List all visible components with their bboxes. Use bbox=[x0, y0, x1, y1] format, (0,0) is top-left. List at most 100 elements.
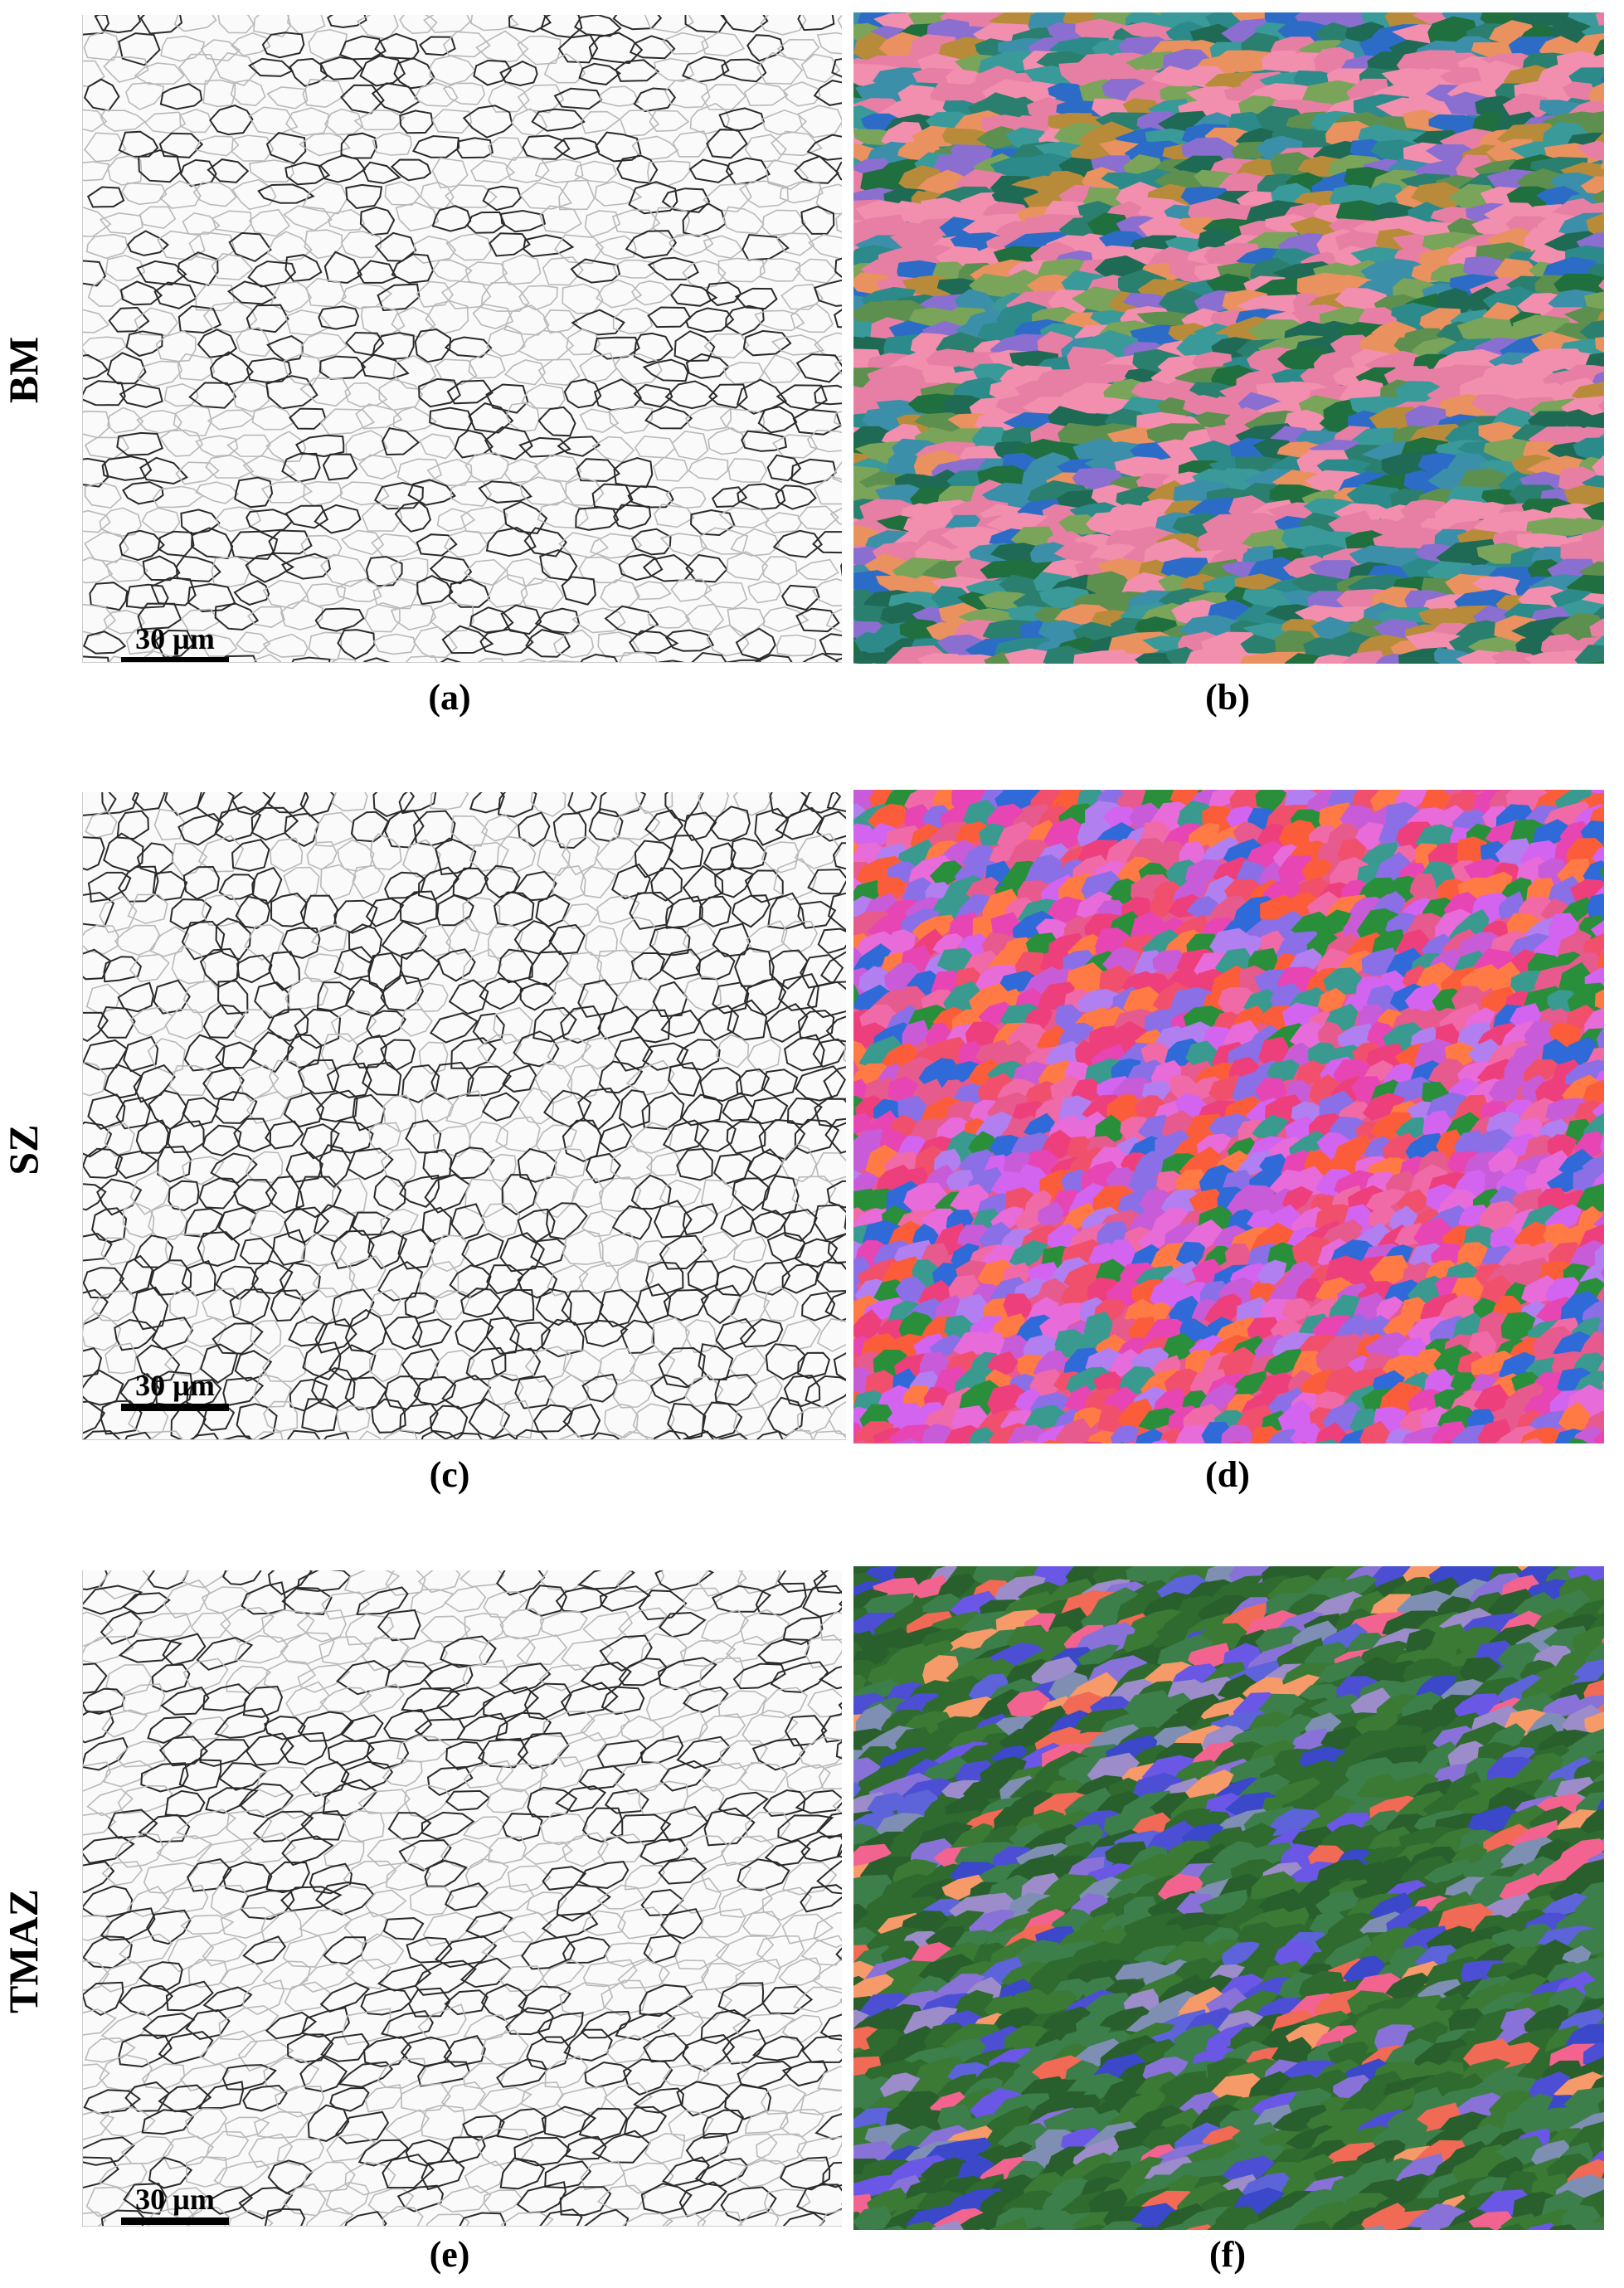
grain-boundary bbox=[399, 15, 438, 35]
grain-boundary bbox=[771, 334, 824, 356]
grain-boundary bbox=[182, 212, 221, 235]
grain-boundary bbox=[622, 2058, 673, 2096]
grain-boundary bbox=[698, 1713, 746, 1744]
grain-boundary bbox=[503, 304, 550, 336]
grain-boundary bbox=[158, 2031, 214, 2065]
grain-boundary bbox=[450, 1203, 485, 1240]
grain-boundary bbox=[682, 1686, 729, 1713]
ipf-grain bbox=[1346, 484, 1406, 505]
grain-boundary bbox=[596, 1884, 645, 1910]
ipf-grain bbox=[1017, 1440, 1036, 1443]
grain-boundary bbox=[517, 1147, 557, 1183]
grain-boundary bbox=[319, 1687, 372, 1713]
grain-boundary bbox=[580, 653, 618, 662]
grain-boundary bbox=[202, 1124, 242, 1156]
grain-boundary bbox=[619, 1430, 649, 1439]
grain-boundary bbox=[84, 2037, 136, 2063]
grain-boundary bbox=[740, 1609, 790, 1647]
grain-boundary bbox=[620, 1715, 664, 1742]
grain-boundary bbox=[795, 353, 842, 383]
grain-boundary bbox=[732, 1235, 767, 1263]
grain-boundary bbox=[538, 1756, 584, 1791]
grain-boundary bbox=[358, 454, 398, 480]
ipf-svg bbox=[853, 790, 1604, 1443]
grain-boundary bbox=[571, 309, 625, 336]
grain-boundary bbox=[762, 1789, 806, 1818]
grain-boundary bbox=[538, 1664, 590, 1692]
grain-boundary bbox=[83, 924, 119, 955]
grain-boundary bbox=[122, 1201, 155, 1239]
grain-boundary bbox=[769, 792, 809, 819]
grain-boundary bbox=[238, 1783, 294, 1818]
grain-boundary bbox=[493, 1006, 533, 1045]
ipf-grain bbox=[1557, 1367, 1596, 1397]
grain-boundary bbox=[459, 2212, 507, 2226]
grain-boundary bbox=[722, 1094, 755, 1122]
ipf-grain bbox=[1427, 842, 1466, 866]
grain-boundary bbox=[813, 1570, 842, 1594]
grain-boundary bbox=[255, 1766, 309, 1798]
grain-boundary bbox=[604, 605, 659, 636]
grain-boundary bbox=[359, 1430, 382, 1439]
grain-boundary bbox=[440, 280, 492, 309]
grain-boundary bbox=[765, 512, 802, 533]
grain-boundary bbox=[819, 2013, 842, 2041]
grain-boundary bbox=[523, 234, 575, 258]
grain-boundary bbox=[432, 259, 473, 282]
grain-boundary bbox=[819, 2209, 842, 2226]
ipf-grain bbox=[1199, 1889, 1248, 1914]
grain-boundary bbox=[636, 1283, 672, 1324]
grain-boundary bbox=[202, 1986, 253, 2013]
grain-boundary bbox=[524, 1585, 568, 1617]
grain-boundary bbox=[497, 948, 533, 984]
grain-boundary bbox=[763, 2188, 811, 2217]
grain-boundary bbox=[813, 279, 842, 307]
ipf-grain bbox=[1255, 1625, 1307, 1656]
grain-boundary bbox=[151, 1663, 191, 1693]
grain-boundary bbox=[698, 1005, 740, 1041]
grain-boundary bbox=[116, 810, 149, 840]
grain-boundary bbox=[300, 332, 348, 359]
grain-boundary bbox=[100, 110, 146, 132]
ipf-grain bbox=[886, 929, 916, 956]
ipf-grain bbox=[894, 1438, 922, 1443]
ipf-grain bbox=[1151, 1439, 1169, 1443]
grain-boundary bbox=[537, 358, 581, 387]
grain-boundary bbox=[352, 864, 386, 899]
ipf-grain bbox=[853, 1612, 896, 1636]
grain-boundary bbox=[202, 301, 258, 333]
ipf-grain bbox=[1473, 1384, 1510, 1415]
grain-boundary bbox=[421, 1811, 475, 1840]
grain-boundary bbox=[384, 1375, 421, 1410]
grain-boundary bbox=[236, 954, 273, 984]
grain-boundary bbox=[252, 1373, 292, 1409]
grain-boundary bbox=[382, 1429, 418, 1439]
grain-boundary bbox=[164, 1008, 204, 1040]
grain-boundary bbox=[801, 2034, 842, 2063]
grain-boundary bbox=[631, 280, 673, 306]
grain-boundary bbox=[486, 1787, 530, 1813]
grain-boundary bbox=[725, 304, 765, 337]
grain-boundary bbox=[717, 1690, 768, 1719]
grain-boundary bbox=[371, 82, 421, 114]
grain-boundary bbox=[509, 1322, 552, 1352]
ipf-grain bbox=[1334, 1170, 1376, 1196]
grain-boundary bbox=[245, 1732, 294, 1766]
grain-boundary bbox=[813, 1204, 846, 1242]
ipf-grain bbox=[859, 1004, 897, 1031]
ipf-grain bbox=[1583, 661, 1604, 664]
grain-boundary bbox=[581, 1036, 619, 1070]
grain-boundary bbox=[260, 1911, 303, 1944]
ipf-grain bbox=[1556, 858, 1591, 886]
scale-bar: 30 µm bbox=[121, 2183, 229, 2225]
grain-boundary bbox=[187, 2206, 231, 2226]
grain-boundary bbox=[506, 558, 551, 587]
ipf-grain bbox=[1545, 1098, 1587, 1122]
grain-boundary bbox=[151, 1317, 194, 1351]
grain-boundary bbox=[503, 359, 546, 386]
grain-boundary bbox=[180, 608, 221, 631]
grain-boundary bbox=[157, 530, 195, 557]
ipf-grain bbox=[1173, 1957, 1220, 1984]
grain-boundary bbox=[797, 505, 839, 531]
grain-boundary bbox=[175, 555, 221, 582]
